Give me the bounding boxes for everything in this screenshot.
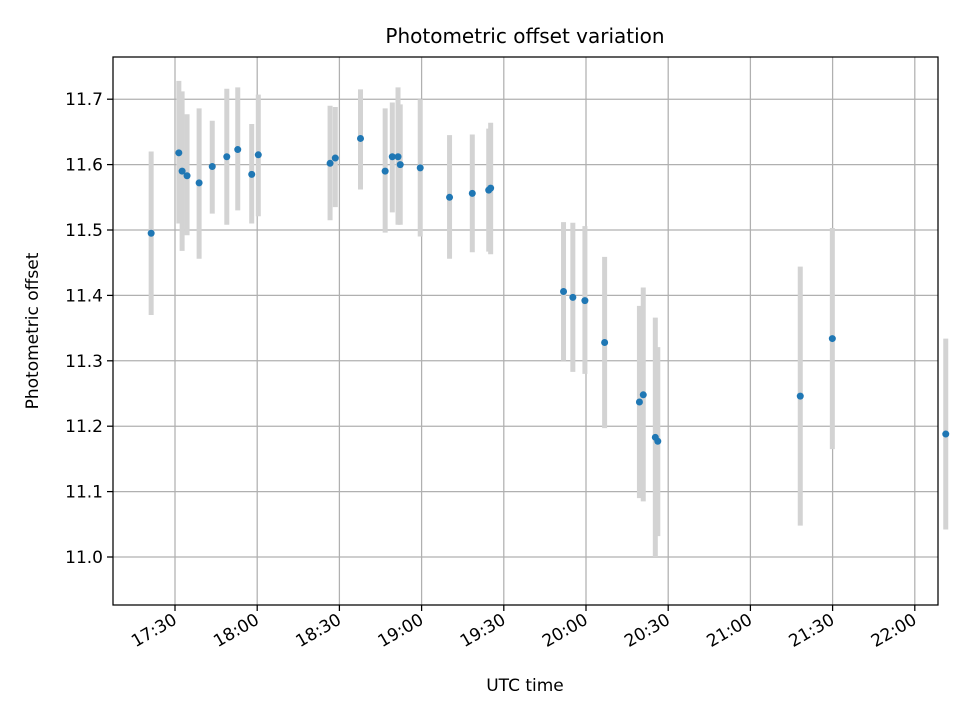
y-tick-label: 11.1 [65,483,103,503]
data-point [828,335,836,343]
data-point [416,164,424,172]
data-point [639,391,647,399]
data-point [248,170,256,178]
data-point [468,189,476,197]
data-point [254,151,262,159]
x-axis-title: UTC time [486,676,564,696]
data-point [446,193,454,201]
y-axis-ticks: 11.0 11.1 11.2 11.3 11.4 11.5 11.6 11.7 [65,90,113,568]
data-point [581,297,589,305]
data-point [396,161,404,169]
y-axis-title: Photometric offset [23,252,43,409]
data-point [223,153,231,161]
data-point [388,153,396,161]
axes-frame [112,56,939,606]
chart-title: Photometric offset variation [385,24,664,48]
data-point [560,287,568,295]
data-point [331,154,339,162]
y-tick-label: 11.0 [65,548,103,568]
data-point [381,167,389,175]
y-tick-label: 11.4 [65,286,103,306]
data-point [178,167,186,175]
y-tick-label: 11.7 [65,90,103,110]
data-point [487,184,495,192]
data-point [942,430,950,438]
data-point [654,437,662,445]
data-point [147,229,155,237]
data-points [147,134,950,445]
y-tick-label: 11.5 [65,221,103,241]
data-point [601,338,609,346]
data-point [183,172,191,180]
y-tick-label: 11.3 [65,352,103,372]
data-point [234,146,242,154]
data-point [635,398,643,406]
data-point [394,153,402,161]
data-point [569,293,577,301]
data-point [175,149,183,157]
data-point [326,159,334,167]
data-point [208,163,216,171]
data-point [195,179,203,187]
data-point [356,134,364,142]
y-tick-label: 11.6 [65,156,103,176]
data-point [796,392,804,400]
y-tick-label: 11.2 [65,417,103,437]
